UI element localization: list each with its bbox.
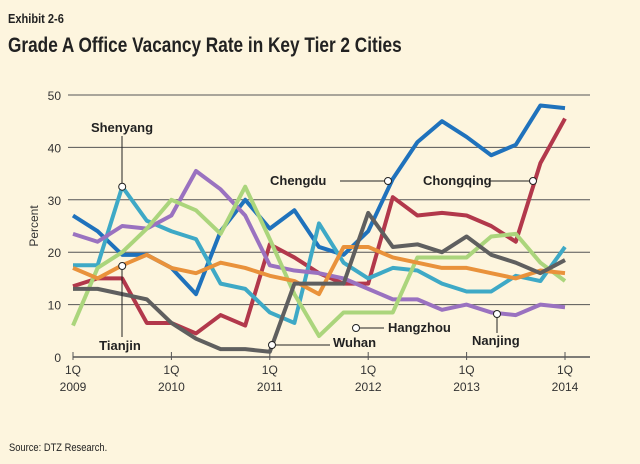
x-tick-year: 2013 <box>453 380 480 394</box>
marker-chengdu <box>384 177 392 185</box>
marker-chongqing <box>529 177 537 185</box>
x-tick-quarter: 1Q <box>163 363 179 377</box>
series-line-wuhan <box>73 210 566 354</box>
series-label-nanjing: Nanjing <box>472 333 520 348</box>
series-label-chongqing: Chongqing <box>423 173 492 188</box>
x-tick-quarter: 1Q <box>65 363 81 377</box>
chart-title: Grade A Office Vacancy Rate in Key Tier … <box>8 34 402 57</box>
series-label-chengdu: Chengdu <box>270 173 326 188</box>
x-tick-year: 2012 <box>355 380 382 394</box>
x-tick-quarter: 1Q <box>262 363 278 377</box>
marker-tianjin <box>118 262 127 270</box>
y-tick-label: 40 <box>48 141 62 155</box>
series-line-nanjing <box>72 168 566 318</box>
series-label-shenyang: Shenyang <box>91 120 153 135</box>
x-tick-year: 2014 <box>552 380 579 394</box>
y-tick-label: 20 <box>48 246 62 260</box>
source-note: Source: DTZ Research. <box>9 442 108 454</box>
y-tick-label: 30 <box>48 194 62 208</box>
x-tick-quarter: 1Q <box>459 363 475 377</box>
x-tick-quarter: 1Q <box>360 363 376 377</box>
series-line-tianjin <box>72 244 566 297</box>
series-label-wuhan: Wuhan <box>333 335 376 350</box>
series-label-hangzhou: Hangzhou <box>388 320 451 335</box>
y-tick-label: 0 <box>54 351 61 365</box>
series-label-tianjin: Tianjin <box>99 338 141 353</box>
x-tick-year: 2009 <box>60 380 87 394</box>
marker-wuhan <box>268 341 276 349</box>
exhibit-number: Exhibit 2-6 <box>8 11 64 26</box>
y-tick-label: 50 <box>48 89 62 103</box>
marker-shenyang <box>118 182 127 191</box>
y-axis-label: Percent <box>27 205 41 247</box>
marker-nanjing <box>493 310 501 318</box>
y-tick-label: 10 <box>48 299 62 313</box>
marker-hangzhou <box>352 324 360 332</box>
x-tick-quarter: 1Q <box>557 363 573 377</box>
x-tick-year: 2011 <box>257 380 283 394</box>
series-line-hangzhou <box>71 184 567 339</box>
x-tick-year: 2010 <box>158 380 185 394</box>
